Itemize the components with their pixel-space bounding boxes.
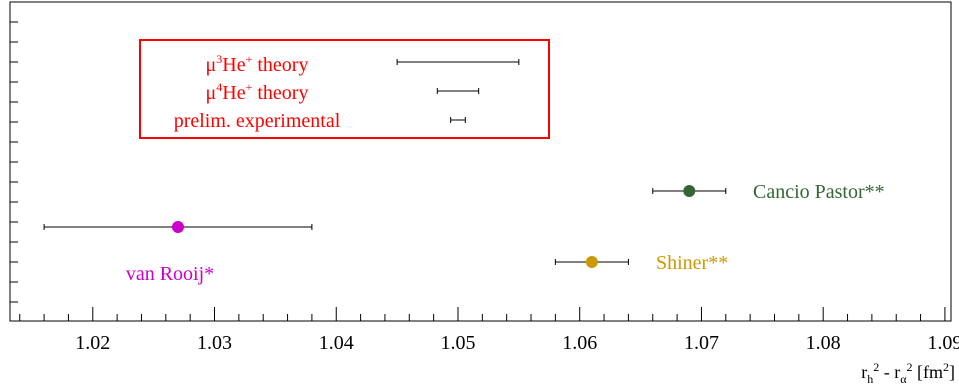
legend: μ3He+ theory μ4He+ theory prelim. experi… — [139, 39, 550, 139]
x-axis-label: rh2 - rα2 [fm2] — [861, 360, 955, 386]
x-tick-label: 1.03 — [197, 332, 232, 354]
cancio-pastor-label: Cancio Pastor** — [753, 181, 885, 203]
x-axis-ticks: 1.02 1.03 1.04 1.05 1.06 1.07 1.08 1.09 — [19, 307, 959, 354]
x-tick-label: 1.06 — [562, 332, 597, 354]
legend-label-experimental: prelim. experimental — [174, 110, 341, 132]
van-rooij-point — [171, 221, 184, 233]
x-tick-label: 1.04 — [319, 332, 354, 354]
x-tick-label: 1.05 — [440, 332, 475, 354]
legend-label-mu3he: μ3He+ theory — [206, 52, 309, 76]
x-tick-label: 1.07 — [684, 332, 719, 354]
x-tick-label: 1.02 — [75, 332, 110, 354]
plot-frame — [9, 1, 952, 322]
shiner-label: Shiner** — [656, 252, 728, 274]
legend-error-bars — [396, 59, 520, 123]
cancio-pastor-point — [683, 185, 696, 197]
legend-label-mu4he: μ4He+ theory — [206, 80, 309, 104]
van-rooij-label: van Rooij* — [126, 263, 214, 285]
legend-box — [139, 39, 550, 139]
data-points: Cancio Pastor** van Rooij* Shiner** — [43, 181, 885, 285]
shiner-point — [585, 256, 598, 268]
x-tick-label: 1.08 — [806, 332, 841, 354]
x-tick-label: 1.09 — [927, 332, 959, 354]
